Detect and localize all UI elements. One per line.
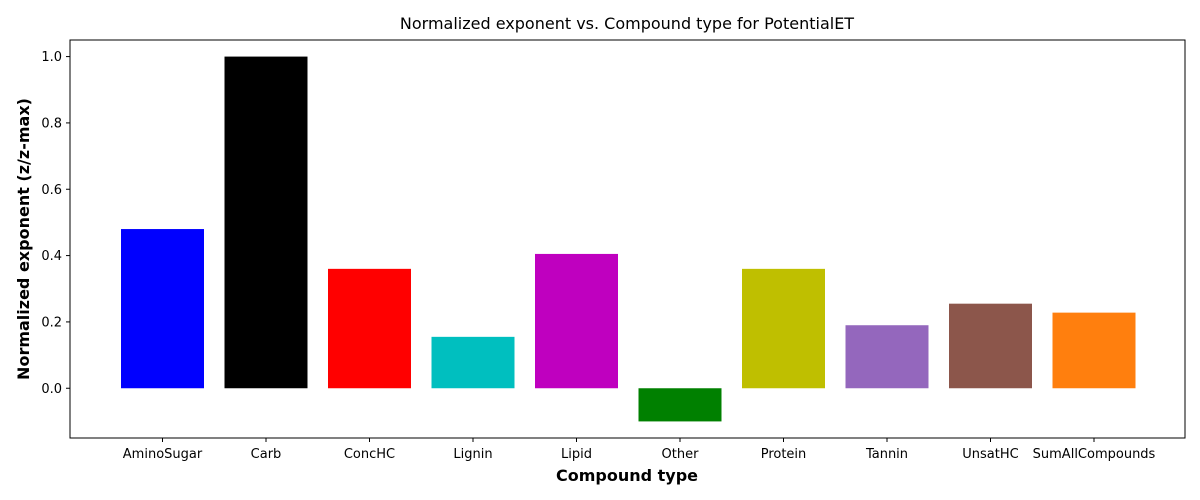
bar-protein	[742, 268, 825, 389]
y-tick-label: 1.0	[41, 50, 62, 65]
y-tick-label: 0.6	[41, 183, 62, 198]
x-tick-label: Tannin	[865, 447, 908, 462]
y-tick-label: 0.2	[41, 315, 62, 330]
bar-unsathc	[949, 303, 1032, 389]
y-tick-label: 0.8	[41, 116, 62, 131]
x-tick-label: Other	[662, 447, 700, 462]
bar-aminosugar	[121, 229, 204, 389]
bar-carb	[224, 56, 308, 389]
x-tick-label: AminoSugar	[123, 447, 203, 462]
bar-tannin	[845, 325, 929, 389]
plot-area-frame	[69, 39, 1186, 439]
x-axis-ticks: AminoSugar Carb ConcHC Lignin Lipid Other Prot…	[123, 438, 1156, 462]
bar-other	[638, 388, 722, 422]
y-axis-label: Normalized exponent (z/z-max)	[14, 98, 33, 380]
bar-sumallcompounds	[1052, 312, 1136, 389]
x-tick-label: Protein	[761, 447, 807, 462]
bars-group	[121, 56, 1136, 422]
y-tick-label: 0.0	[41, 382, 62, 397]
y-axis-ticks: 0.0 0.2 0.4 0.6 0.8 1.0	[41, 50, 70, 397]
x-tick-label: SumAllCompounds	[1033, 447, 1156, 462]
x-tick-label: ConcHC	[344, 447, 395, 462]
bar-lipid	[535, 253, 618, 389]
x-tick-label: Carb	[251, 447, 282, 462]
bar-conchc	[328, 268, 411, 389]
bar-lignin	[431, 336, 515, 389]
chart-title: Normalized exponent vs. Compound type fo…	[400, 14, 854, 33]
x-tick-label: Lipid	[561, 447, 592, 462]
x-tick-label: UnsatHC	[962, 447, 1018, 462]
x-axis-label: Compound type	[556, 466, 698, 485]
x-tick-label: Lignin	[453, 447, 492, 462]
y-tick-label: 0.4	[41, 249, 62, 264]
